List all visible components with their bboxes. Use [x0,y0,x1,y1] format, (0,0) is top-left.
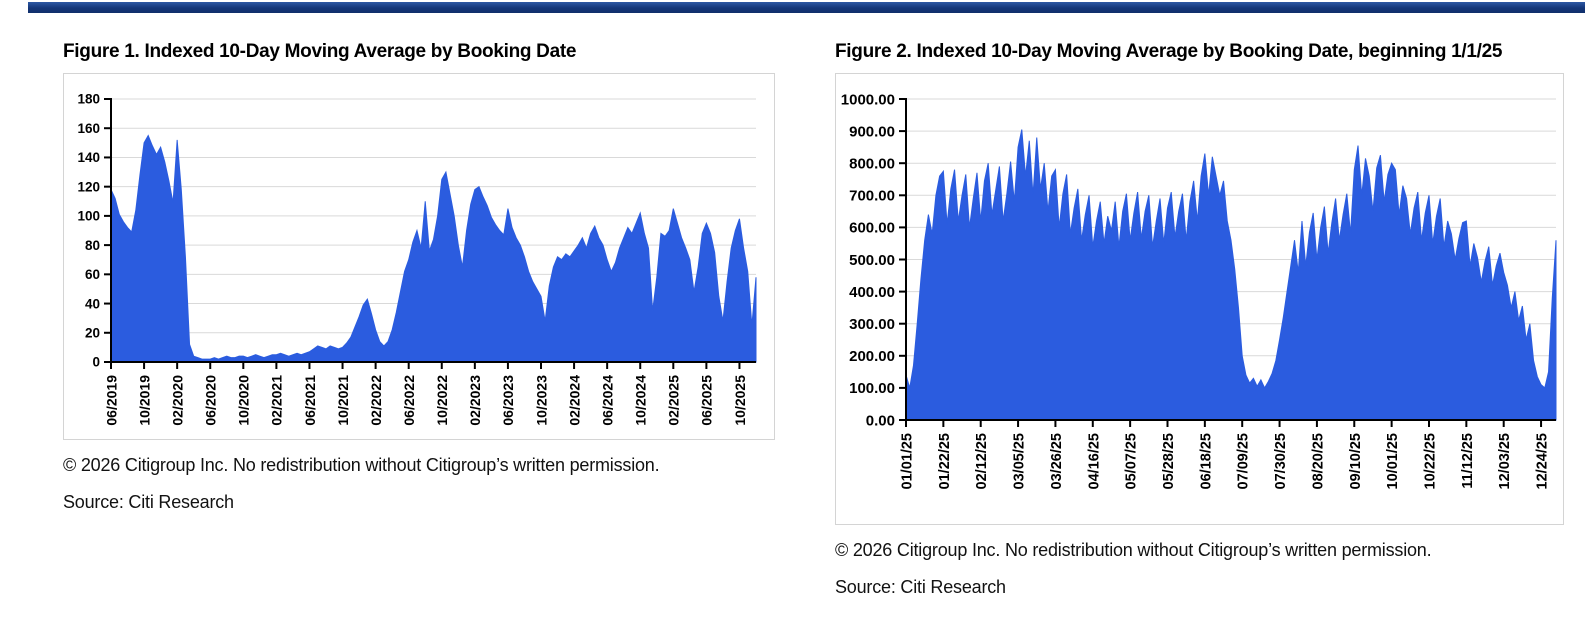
figure1-area-chart: 0 20 40 60 80 100 120 140 160 180 06/2019 10/2019 02… [77,92,757,426]
svg-text:05/28/25: 05/28/25 [1161,433,1177,489]
svg-text:900.00: 900.00 [849,123,895,140]
figure2-chart-frame: 0.00 100.00 200.00 300.00 400.00 500.00 600.00… [835,73,1564,525]
svg-text:10/2019: 10/2019 [136,375,152,426]
svg-text:10/2022: 10/2022 [434,375,450,426]
svg-text:04/16/25: 04/16/25 [1086,433,1102,489]
svg-text:10/22/25: 10/22/25 [1422,433,1438,489]
svg-text:01/22/25: 01/22/25 [937,433,953,489]
svg-text:0.00: 0.00 [866,412,895,429]
svg-text:06/18/25: 06/18/25 [1198,433,1214,489]
svg-text:08/20/25: 08/20/25 [1310,433,1326,489]
svg-text:160: 160 [77,121,100,136]
svg-text:10/2023: 10/2023 [533,375,549,426]
svg-text:03/05/25: 03/05/25 [1012,433,1028,489]
figure1-copyright: © 2026 Citigroup Inc. No redistribution … [63,455,660,475]
svg-text:09/10/25: 09/10/25 [1348,433,1364,489]
svg-text:100.00: 100.00 [849,380,895,397]
top-accent-bar [28,2,1585,13]
svg-text:100: 100 [77,209,100,224]
figure1-source: Source: Citi Research [63,492,234,512]
svg-text:03/26/25: 03/26/25 [1049,433,1065,489]
figure1-chart-frame: 0 20 40 60 80 100 120 140 160 180 06/2019 10/2019 02… [63,73,775,440]
svg-text:10/2020: 10/2020 [236,375,252,426]
svg-text:600.00: 600.00 [849,220,895,237]
svg-text:0: 0 [92,355,100,370]
svg-text:12/03/25: 12/03/25 [1497,433,1513,489]
figure1-panel: Figure 1. Indexed 10-Day Moving Average … [63,40,775,514]
figure1-title: Figure 1. Indexed 10-Day Moving Average … [63,41,577,62]
svg-text:06/2025: 06/2025 [699,375,715,426]
svg-text:02/2021: 02/2021 [269,375,285,426]
svg-text:60: 60 [85,267,100,282]
svg-text:02/2022: 02/2022 [368,375,384,426]
svg-text:10/2025: 10/2025 [732,375,748,426]
svg-text:120: 120 [77,179,100,194]
svg-text:200.00: 200.00 [849,348,895,365]
svg-text:06/2024: 06/2024 [599,375,615,426]
svg-text:11/12/25: 11/12/25 [1460,433,1476,489]
svg-text:02/12/25: 02/12/25 [974,433,990,489]
svg-text:06/2020: 06/2020 [203,375,219,426]
svg-text:07/30/25: 07/30/25 [1273,433,1289,489]
svg-text:10/2024: 10/2024 [633,375,649,426]
svg-text:300.00: 300.00 [849,316,895,333]
svg-text:1000.00: 1000.00 [841,91,895,108]
svg-text:10/2021: 10/2021 [335,375,351,426]
svg-text:02/2025: 02/2025 [666,375,682,426]
svg-text:20: 20 [85,326,100,341]
svg-text:800.00: 800.00 [849,155,895,172]
svg-text:06/2021: 06/2021 [302,375,318,426]
figure2-copyright: © 2026 Citigroup Inc. No redistribution … [835,540,1432,560]
svg-text:180: 180 [77,92,100,107]
svg-text:07/09/25: 07/09/25 [1236,433,1252,489]
svg-text:02/2023: 02/2023 [467,375,483,426]
svg-text:500.00: 500.00 [849,252,895,269]
svg-text:400.00: 400.00 [849,284,895,301]
svg-text:140: 140 [77,150,100,165]
svg-text:06/2023: 06/2023 [500,375,516,426]
figure2-source: Source: Citi Research [835,577,1006,597]
svg-text:02/2020: 02/2020 [169,375,185,426]
svg-text:10/01/25: 10/01/25 [1385,433,1401,489]
svg-text:02/2024: 02/2024 [566,375,582,426]
svg-text:40: 40 [85,296,100,311]
svg-text:12/24/25: 12/24/25 [1535,433,1551,489]
svg-text:700.00: 700.00 [849,188,895,205]
svg-text:06/2022: 06/2022 [401,375,417,426]
svg-text:05/07/25: 05/07/25 [1124,433,1140,489]
figure2-panel: Figure 2. Indexed 10-Day Moving Average … [835,40,1564,599]
figure2-title: Figure 2. Indexed 10-Day Moving Average … [835,41,1503,62]
figure2-area-chart: 0.00 100.00 200.00 300.00 400.00 500.00 600.00… [841,91,1557,489]
svg-text:06/2019: 06/2019 [103,375,119,426]
svg-text:01/01/25: 01/01/25 [900,433,916,489]
svg-text:80: 80 [85,238,100,253]
